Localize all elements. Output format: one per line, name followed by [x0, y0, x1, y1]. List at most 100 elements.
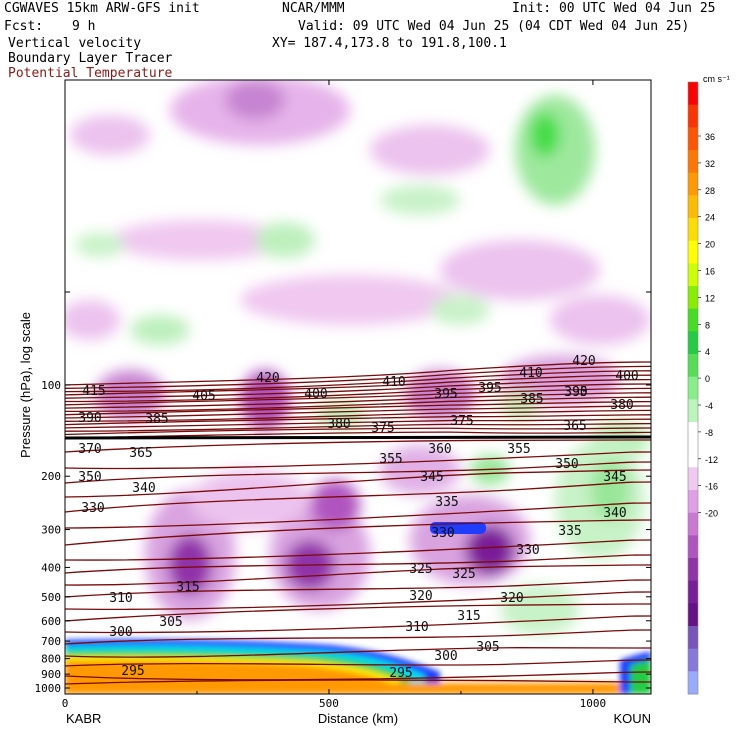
- theta-contour-lower: [65, 439, 651, 453]
- theta-contour-upper: [65, 378, 651, 399]
- contour-label: 410: [519, 366, 542, 381]
- y-tick-label: 500: [41, 591, 61, 604]
- contour-label: 385: [520, 392, 543, 407]
- field-vertical-velocity: Vertical velocity: [8, 36, 142, 51]
- colorbar-swatch: [688, 580, 698, 604]
- theta-contour-upper: [65, 418, 651, 429]
- theta-contour-lower: [65, 629, 651, 645]
- colorbar-swatch: [688, 286, 698, 310]
- contour-label: 375: [371, 421, 394, 436]
- contour-label: 355: [379, 452, 402, 467]
- tropopause-line: [65, 435, 651, 440]
- contour-label: 335: [435, 495, 458, 510]
- contour-label: 375: [450, 414, 473, 429]
- contour-label: 310: [109, 591, 132, 606]
- theta-contour-upper: [65, 370, 651, 393]
- init-time: Init: 00 UTC Wed 04 Jun 25: [512, 1, 716, 16]
- contour-label: 305: [159, 615, 182, 630]
- contour-label: 340: [603, 506, 626, 521]
- contour-label: 390: [78, 411, 101, 426]
- cross-section-endpoints: XY= 187.4,173.8 to 191.8,100.1: [272, 36, 507, 51]
- theta-contour-lower: [65, 647, 651, 658]
- contour-label: 405: [192, 389, 215, 404]
- colorbar-swatch: [688, 671, 698, 695]
- contour-label: 390: [564, 385, 587, 400]
- contour-label: 320: [409, 589, 432, 604]
- contour-label: 355: [507, 442, 530, 457]
- theta-contour-upper: [65, 374, 651, 396]
- colorbar-tick-label: 4: [705, 347, 710, 357]
- contour-label: 325: [452, 567, 475, 582]
- field-boundary-layer-tracer: Boundary Layer Tracer: [8, 51, 173, 66]
- colorbar-tick-label: -20: [705, 509, 718, 519]
- theta-contour-upper: [65, 383, 651, 403]
- colorbar-swatch: [688, 399, 698, 423]
- y-tick-label: 200: [41, 470, 61, 483]
- colorbar-swatch: [688, 218, 698, 242]
- contour-label: 365: [129, 446, 152, 461]
- contour-label: 365: [563, 419, 586, 434]
- contour-label: 395: [564, 385, 587, 400]
- contour-label: 300: [434, 649, 457, 664]
- x-tick-label: 500: [319, 697, 339, 710]
- y-tick-label: 900: [41, 668, 61, 681]
- colorbar-tick-label: 0: [705, 374, 710, 384]
- theta-contour-upper: [65, 365, 651, 389]
- colorbar-swatch: [688, 240, 698, 264]
- potential-temperature-contours: [65, 361, 651, 685]
- contour-label: 345: [420, 470, 443, 485]
- colorbar-swatch: [688, 82, 698, 106]
- y-axis-title: Pressure (hPa), log scale: [18, 312, 33, 458]
- theta-contour-lower: [65, 539, 651, 561]
- theta-contour-lower: [65, 659, 651, 667]
- theta-contour-upper: [65, 392, 651, 409]
- contour-label: 295: [121, 664, 144, 679]
- colorbar-tick-label: 12: [705, 293, 715, 303]
- colorbar-tick-label: 24: [705, 213, 715, 223]
- contour-label: 420: [572, 354, 595, 369]
- plot-frame: [64, 79, 652, 695]
- colorbar-swatch: [688, 603, 698, 627]
- left-endpoint-label: KABR: [66, 711, 101, 726]
- colorbar-tick-label: -16: [705, 482, 718, 492]
- theta-contour-upper: [65, 431, 651, 439]
- x-tick-label: 0: [62, 697, 69, 710]
- strong-downdraft-patch: [430, 522, 486, 534]
- contour-label: 395: [478, 381, 501, 396]
- colorbar-frame: [687, 81, 699, 695]
- theta-contour-lower: [65, 591, 651, 610]
- colorbar-swatch: [688, 490, 698, 514]
- theta-contour-upper: [65, 361, 651, 386]
- colorbar-tick-label: 16: [705, 267, 715, 277]
- contour-label: 370: [78, 442, 101, 457]
- theta-contour-lower: [65, 481, 651, 513]
- contour-label: 340: [132, 481, 155, 496]
- contour-label: 330: [431, 526, 454, 541]
- y-tick-label: 800: [41, 653, 61, 666]
- theta-contour-lower: [65, 603, 651, 622]
- contour-label: 385: [145, 412, 168, 427]
- contour-label: 315: [176, 580, 199, 595]
- contour-label: 420: [256, 371, 279, 386]
- colorbar-swatch: [688, 150, 698, 174]
- contour-label: 415: [82, 384, 105, 399]
- model-title: CGWAVES 15km ARW-GFS init: [4, 1, 200, 16]
- colorbar-swatch: [688, 195, 698, 219]
- y-tick-label: 400: [41, 561, 61, 574]
- contour-label: 410: [382, 375, 405, 390]
- theta-contour-lower: [65, 564, 651, 586]
- contour-label: 360: [428, 442, 451, 457]
- colorbar-tick-label: -8: [705, 428, 713, 438]
- theta-contour-lower: [65, 469, 651, 498]
- y-tick-label: 600: [41, 615, 61, 628]
- colorbar-swatch: [688, 512, 698, 536]
- contour-label: 295: [389, 666, 412, 681]
- center-label: NCAR/MMM: [282, 1, 345, 16]
- contour-label: 400: [615, 369, 638, 384]
- theta-contour-lower: [65, 554, 651, 574]
- theta-contour-lower: [65, 615, 651, 634]
- colorbar-swatch: [688, 104, 698, 128]
- colorbar-swatch: [688, 308, 698, 332]
- colorbar-swatch: [688, 172, 698, 196]
